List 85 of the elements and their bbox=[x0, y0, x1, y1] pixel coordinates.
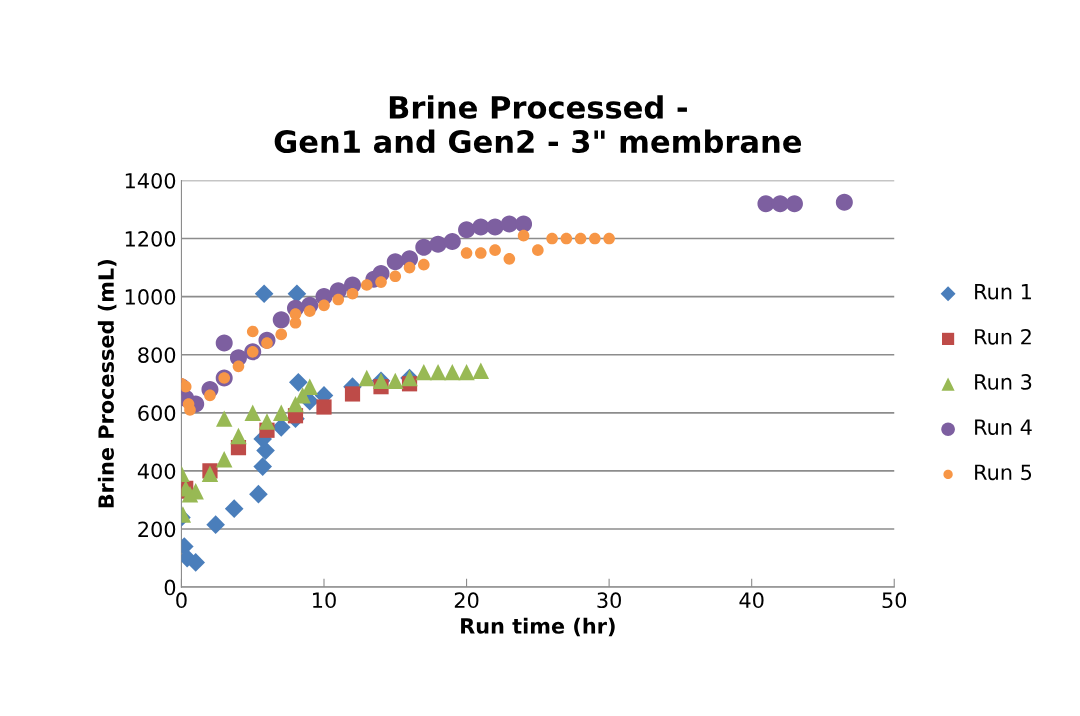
point bbox=[273, 404, 290, 422]
point bbox=[574, 232, 587, 245]
point bbox=[386, 253, 404, 271]
point bbox=[517, 229, 530, 242]
y-tick-label: 400 bbox=[137, 463, 176, 480]
point bbox=[249, 484, 268, 504]
point bbox=[443, 232, 461, 250]
point bbox=[387, 372, 404, 390]
point bbox=[254, 284, 274, 304]
point bbox=[458, 363, 475, 381]
chart-title: Brine Processed - Gen1 and Gen2 - 3" membrane bbox=[274, 95, 802, 154]
x-tick-label: 40 bbox=[739, 592, 764, 609]
point bbox=[332, 293, 345, 306]
legend-label: Run 2 bbox=[975, 328, 1031, 345]
point bbox=[316, 399, 332, 415]
point bbox=[503, 253, 516, 265]
point bbox=[771, 195, 789, 213]
y-tick-label: 800 bbox=[138, 347, 176, 363]
point bbox=[344, 386, 361, 402]
point bbox=[532, 244, 544, 256]
point bbox=[358, 369, 375, 387]
y-tick-label: 1000 bbox=[125, 289, 176, 305]
y-tick-label: 1200 bbox=[125, 230, 176, 247]
y-axis-title: Brine Processed (mL) bbox=[97, 260, 117, 508]
point bbox=[318, 299, 330, 312]
point bbox=[289, 373, 308, 392]
point bbox=[201, 465, 219, 483]
point bbox=[500, 215, 518, 233]
point bbox=[230, 427, 247, 445]
point bbox=[272, 311, 290, 329]
point bbox=[835, 193, 853, 211]
point bbox=[458, 221, 476, 239]
legend-label: Run 1 bbox=[975, 284, 1031, 300]
point bbox=[246, 325, 259, 338]
point bbox=[429, 235, 447, 253]
point bbox=[215, 451, 233, 468]
point bbox=[206, 515, 225, 534]
y-tick-label: 0 bbox=[164, 579, 176, 596]
x-axis-title: Run time (hr) bbox=[461, 617, 615, 637]
point bbox=[244, 404, 261, 422]
point bbox=[757, 195, 775, 213]
point bbox=[303, 305, 316, 317]
point bbox=[389, 270, 402, 283]
point bbox=[460, 247, 473, 259]
point bbox=[375, 276, 387, 288]
point bbox=[444, 363, 461, 381]
point bbox=[346, 287, 359, 300]
point bbox=[429, 363, 447, 381]
legend-label: Run 3 bbox=[975, 374, 1032, 390]
point bbox=[417, 258, 430, 271]
point bbox=[472, 218, 490, 236]
point bbox=[258, 413, 276, 430]
point bbox=[275, 328, 288, 341]
point bbox=[232, 360, 245, 373]
point bbox=[403, 261, 416, 274]
x-tick-label: 50 bbox=[882, 592, 907, 609]
y-tick-label: 1400 bbox=[125, 172, 176, 189]
point bbox=[489, 244, 501, 256]
point bbox=[486, 218, 504, 236]
legend-label: Run 5 bbox=[975, 464, 1032, 481]
y-tick-label: 200 bbox=[138, 521, 176, 538]
point bbox=[415, 238, 433, 256]
point bbox=[475, 247, 487, 259]
x-tick-label: 10 bbox=[313, 592, 336, 609]
point bbox=[360, 279, 373, 291]
point bbox=[603, 232, 615, 245]
point bbox=[215, 334, 233, 352]
point bbox=[560, 232, 573, 245]
point bbox=[546, 232, 558, 245]
point bbox=[204, 389, 216, 402]
legend-label: Run 4 bbox=[975, 419, 1032, 435]
point bbox=[515, 215, 533, 233]
point bbox=[215, 410, 233, 427]
point bbox=[785, 195, 803, 213]
point bbox=[415, 363, 433, 381]
point bbox=[472, 362, 490, 379]
point bbox=[224, 499, 244, 518]
point bbox=[589, 232, 601, 245]
x-tick-label: 30 bbox=[597, 592, 621, 609]
point bbox=[186, 553, 206, 572]
x-tick-label: 20 bbox=[454, 592, 479, 609]
y-tick-label: 600 bbox=[138, 405, 176, 422]
x-tick-label: 0 bbox=[176, 592, 187, 609]
point bbox=[289, 308, 302, 320]
point bbox=[253, 457, 273, 476]
